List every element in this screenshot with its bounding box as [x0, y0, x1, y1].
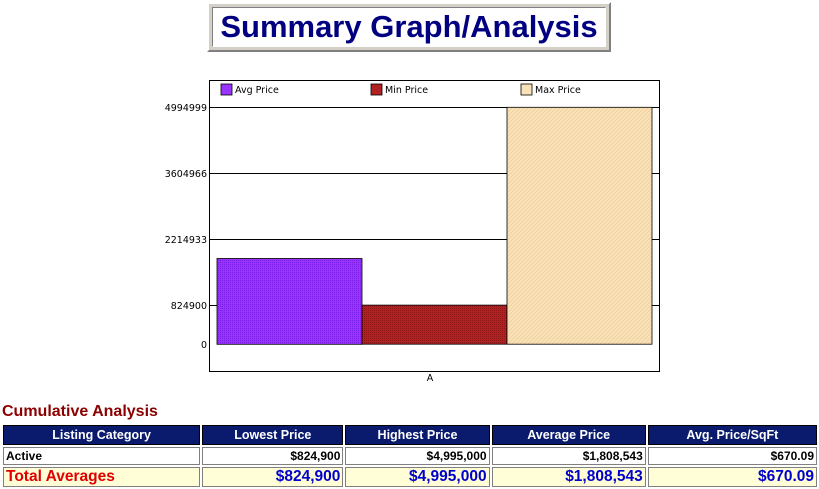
legend-label: Max Price [535, 85, 581, 96]
section-title: Cumulative Analysis [2, 403, 158, 420]
average-price-cell: $1,808,543 [491, 447, 646, 465]
y-tick-label: 4994999 [165, 103, 207, 114]
table-header-row: Listing Category Lowest Price Highest Pr… [3, 425, 817, 445]
y-tick-label: 2214933 [165, 235, 207, 246]
total-per-sqft-cell: $670.09 [647, 467, 817, 487]
column-header: Average Price [491, 425, 646, 445]
lowest-price-cell: $824,900 [202, 447, 344, 465]
bar-avg-price [216, 258, 363, 345]
legend: Avg Price Min Price Max Price [220, 83, 581, 96]
highest-price-cell: $4,995,000 [345, 447, 490, 465]
column-header: Lowest Price [202, 425, 344, 445]
legend-label: Avg Price [235, 85, 279, 96]
x-tick-label: A [427, 373, 434, 384]
bar-min-price [361, 304, 508, 345]
total-label-cell: Total Averages [3, 467, 201, 487]
bar-max-price [506, 106, 653, 345]
column-header: Listing Category [3, 425, 201, 445]
y-axis: 0 824900 2214933 3604966 4994999 [165, 103, 207, 351]
bars [216, 106, 653, 345]
page-title: Summary Graph/Analysis [220, 9, 598, 44]
bar-chart: 0 824900 2214933 3604966 4994999 Avg Price Mi… [165, 80, 660, 384]
total-row: Total Averages $824,900 $4,995,000 $1,80… [3, 467, 817, 487]
table-row: Active $824,900 $4,995,000 $1,808,543 $6… [3, 447, 817, 465]
legend-swatch [370, 83, 383, 96]
total-lowest-cell: $824,900 [202, 467, 344, 487]
total-highest-cell: $4,995,000 [345, 467, 490, 487]
y-tick-label: 0 [201, 340, 207, 351]
column-header: Highest Price [345, 425, 490, 445]
legend-swatch [520, 83, 533, 96]
total-average-cell: $1,808,543 [491, 467, 646, 487]
column-header: Avg. Price/SqFt [647, 425, 817, 445]
title-box: Summary Graph/Analysis [207, 2, 611, 52]
y-tick-label: 824900 [171, 301, 207, 312]
title-inner: Summary Graph/Analysis [212, 7, 606, 47]
legend-label: Min Price [385, 85, 428, 96]
category-cell: Active [3, 447, 201, 465]
y-tick-label: 3604966 [165, 169, 207, 180]
legend-swatch [220, 83, 233, 96]
price-per-sqft-cell: $670.09 [647, 447, 817, 465]
summary-table: Listing Category Lowest Price Highest Pr… [1, 423, 819, 489]
